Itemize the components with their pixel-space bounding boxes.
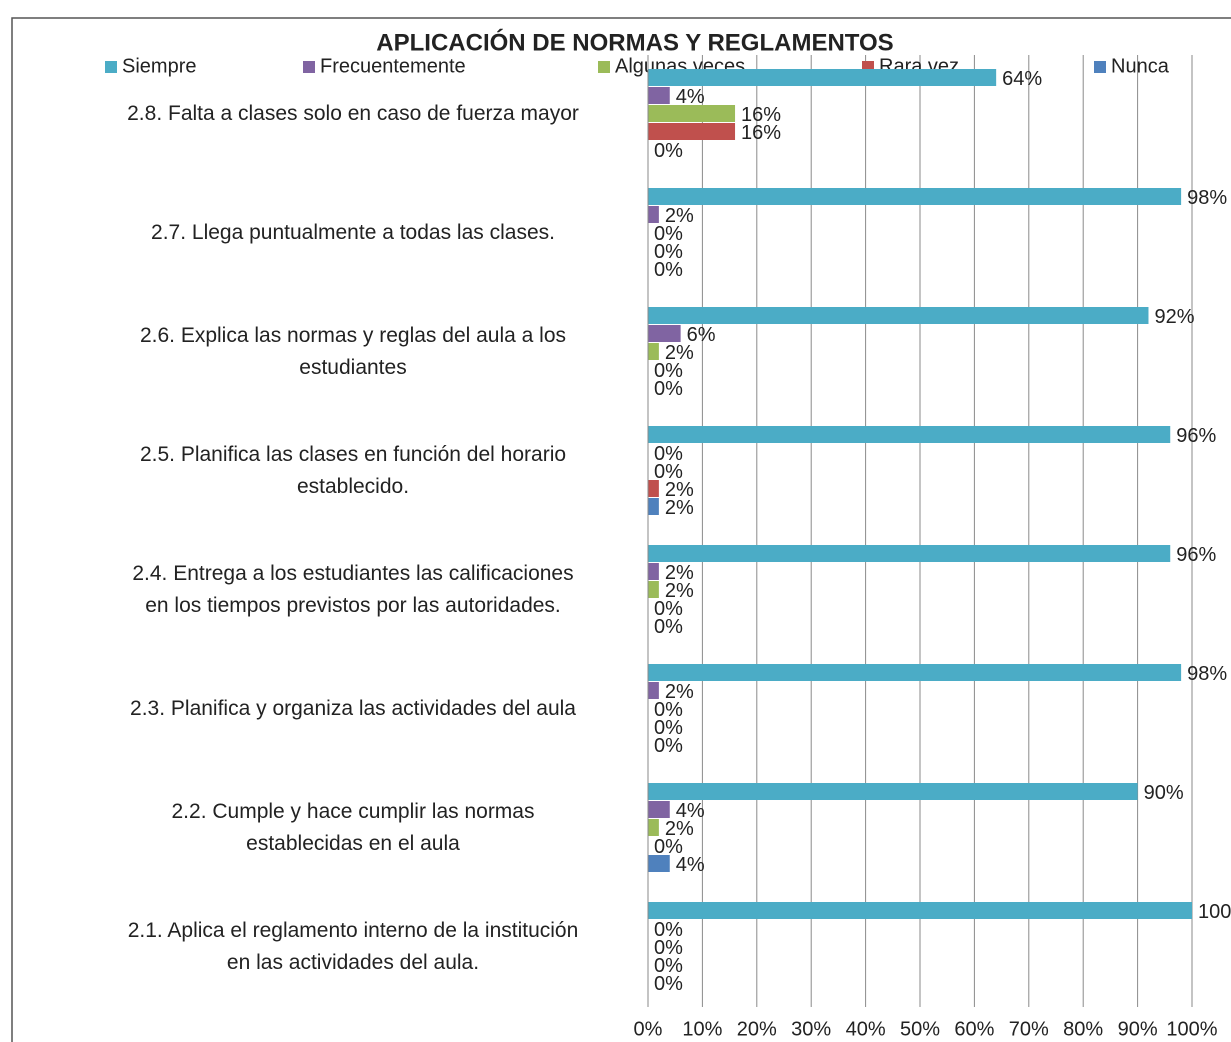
value-label: 2% (665, 479, 694, 501)
value-label: 16% (741, 104, 781, 126)
x-tick-label: 20% (737, 1018, 777, 1040)
legend-swatch (1094, 61, 1106, 73)
category-label: 2.6. Explica las normas y reglas del aul… (139, 324, 567, 379)
value-label: 2% (665, 580, 694, 602)
value-label: 4% (676, 86, 705, 108)
bar (648, 664, 1182, 681)
bar (648, 480, 659, 497)
bar (648, 69, 997, 86)
bar (648, 545, 1171, 562)
x-tick-label: 60% (954, 1018, 994, 1040)
value-label: 0% (654, 955, 683, 977)
x-tick-label: 80% (1063, 1018, 1103, 1040)
value-label: 4% (676, 800, 705, 822)
x-tick-label: 0% (634, 1018, 663, 1040)
value-label: 90% (1144, 782, 1184, 804)
legend-label: Frecuentemente (320, 55, 466, 77)
value-label: 0% (654, 717, 683, 739)
bar (648, 105, 736, 122)
value-label: 2% (665, 562, 694, 584)
bar (648, 855, 670, 872)
bar (648, 563, 659, 580)
bar (648, 581, 659, 598)
bar (648, 307, 1149, 324)
value-label: 2% (665, 497, 694, 519)
value-label: 4% (676, 854, 705, 876)
bar (648, 498, 659, 515)
value-label: 0% (654, 937, 683, 959)
value-label: 0% (654, 378, 683, 400)
category-label: 2.5. Planifica las clases en función del… (139, 443, 567, 498)
bar (648, 188, 1182, 205)
value-label: 2% (665, 681, 694, 703)
value-label: 0% (654, 443, 683, 465)
bar (648, 87, 670, 104)
bar (648, 783, 1138, 800)
x-tick-label: 90% (1118, 1018, 1158, 1040)
x-tick-label: 30% (791, 1018, 831, 1040)
value-label: 0% (654, 598, 683, 620)
value-label: 92% (1154, 306, 1194, 328)
bar (648, 426, 1171, 443)
legend-label: Siempre (122, 55, 196, 77)
category-label: 2.4. Entrega a los estudiantes las calif… (132, 562, 574, 617)
bar (648, 325, 681, 342)
value-label: 96% (1176, 544, 1216, 566)
value-label: 98% (1187, 187, 1227, 209)
value-label: 0% (654, 919, 683, 941)
value-label: 0% (654, 223, 683, 245)
x-tick-label: 10% (682, 1018, 722, 1040)
legend-swatch (105, 61, 117, 73)
bar (648, 206, 659, 223)
legend-swatch (598, 61, 610, 73)
category-label: 2.8. Falta a clases solo en caso de fuer… (127, 102, 579, 125)
value-label: 100% (1198, 901, 1231, 923)
x-tick-label: 40% (846, 1018, 886, 1040)
chart-title: APLICACIÓN DE NORMAS Y REGLAMENTOS (376, 28, 893, 56)
bar (648, 123, 736, 140)
category-label: 2.2. Cumple y hace cumplir las normas es… (171, 800, 535, 855)
value-label: 64% (1002, 68, 1042, 90)
value-label: 0% (654, 140, 683, 162)
value-label: 0% (654, 360, 683, 382)
value-label: 2% (665, 342, 694, 364)
value-label: 2% (665, 818, 694, 840)
value-label: 0% (654, 461, 683, 483)
frame (11, 17, 1231, 1042)
bar (648, 902, 1192, 919)
value-label: 0% (654, 699, 683, 721)
category-label: 2.3. Planifica y organiza las actividade… (130, 697, 576, 720)
legend-label: Nunca (1111, 55, 1170, 77)
value-label: 0% (654, 241, 683, 263)
value-label: 16% (741, 122, 781, 144)
x-tick-label: 100% (1166, 1018, 1217, 1040)
bar (648, 343, 659, 360)
value-label: 0% (654, 259, 683, 281)
value-label: 6% (687, 324, 716, 346)
value-label: 0% (654, 973, 683, 995)
x-tick-label: 50% (900, 1018, 940, 1040)
category-label: 2.7. Llega puntualmente a todas las clas… (151, 221, 555, 244)
value-label: 98% (1187, 663, 1227, 685)
value-label: 0% (654, 735, 683, 757)
value-label: 0% (654, 836, 683, 858)
value-label: 96% (1176, 425, 1216, 447)
category-label: 2.1. Aplica el reglamento interno de la … (127, 919, 579, 974)
value-label: 2% (665, 205, 694, 227)
legend-swatch (303, 61, 315, 73)
bar (648, 682, 659, 699)
value-label: 0% (654, 616, 683, 638)
bar (648, 801, 670, 818)
bar (648, 819, 659, 836)
x-tick-label: 70% (1009, 1018, 1049, 1040)
